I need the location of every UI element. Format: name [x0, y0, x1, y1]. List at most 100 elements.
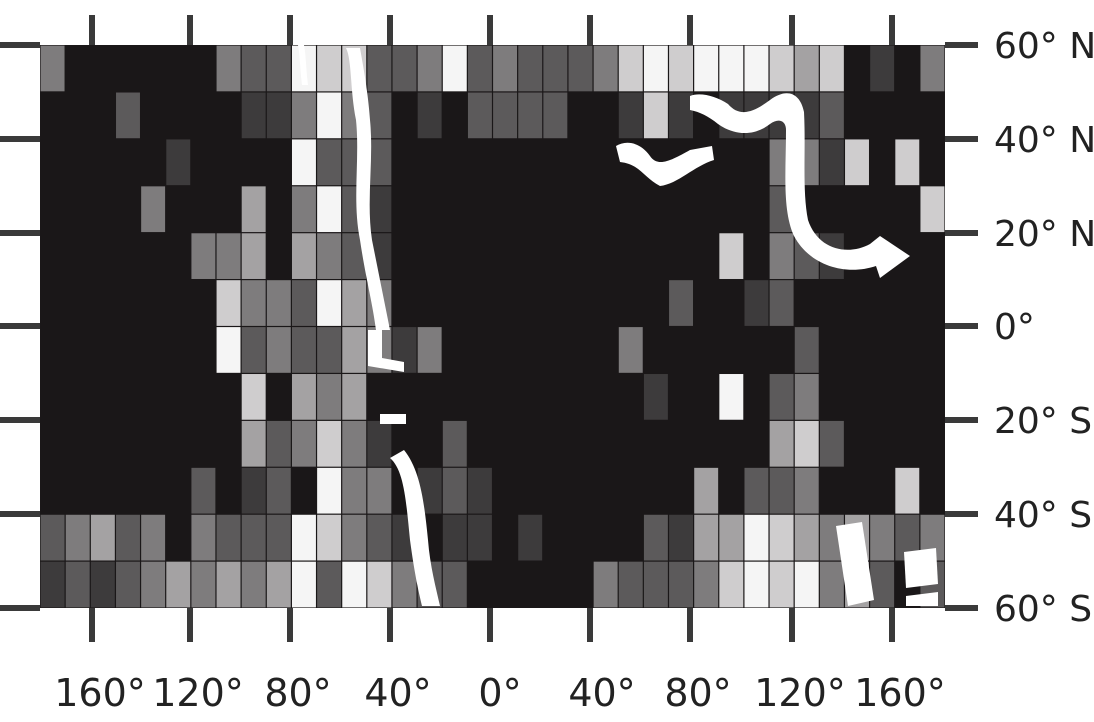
lon-label-3: 40°: [364, 671, 431, 715]
grid-cell: [342, 280, 367, 326]
grid-cell: [116, 561, 140, 608]
grid-cell: [216, 327, 241, 373]
grid-cell: [794, 374, 819, 420]
white-band-6: [616, 142, 714, 186]
grid-cell: [669, 561, 694, 608]
lon-label-8: 160°: [854, 671, 946, 715]
grid-cell: [669, 92, 694, 139]
grid-cell: [669, 514, 694, 561]
grid-cell: [920, 45, 945, 92]
grid-cell: [116, 92, 140, 139]
white-band-7: [690, 93, 910, 278]
grid-cell: [392, 45, 417, 92]
grid-cell: [291, 92, 316, 139]
grid-cell: [467, 467, 492, 514]
grid-cell: [141, 186, 166, 233]
white-band-9: [904, 548, 938, 588]
grid-cell: [870, 45, 895, 92]
grid-cell: [40, 45, 65, 92]
grid-cell: [116, 514, 140, 561]
grid-cell: [216, 233, 241, 279]
grid-cell: [819, 420, 844, 467]
grid-cell: [266, 280, 291, 326]
longitude-labels: 160° 120° 80° 40° 0° 40° 80° 120° 160°: [54, 671, 946, 715]
grid-cell: [794, 45, 819, 92]
grid-cell: [367, 92, 392, 139]
grid-cell: [191, 514, 216, 561]
grid-cell: [719, 514, 744, 561]
grid-cell: [291, 374, 316, 420]
grid-cell: [367, 467, 392, 514]
grid-cell: [794, 467, 819, 514]
grid-cell: [317, 45, 342, 92]
white-band-1: [298, 45, 308, 85]
grid-cell: [643, 561, 668, 608]
grid-cell: [317, 233, 342, 279]
grid-cell: [467, 514, 492, 561]
grid-cell: [845, 139, 869, 186]
grid-cell: [618, 92, 643, 139]
grid-cell: [417, 45, 442, 92]
grid-cell: [266, 467, 291, 514]
grid-cell: [493, 92, 518, 139]
grid-cell: [819, 45, 844, 92]
grid-cell: [744, 561, 769, 608]
grid-cell: [317, 280, 342, 326]
grid-cell: [291, 139, 316, 186]
grid-cell: [442, 420, 467, 467]
grid-cell: [870, 561, 895, 608]
grid-cell: [769, 374, 794, 420]
grid-cell: [367, 186, 392, 233]
grid-cell: [367, 561, 392, 608]
grid-cell: [794, 327, 819, 373]
grid-cell: [317, 420, 342, 467]
grid-cell: [291, 514, 316, 561]
white-band-2: [346, 48, 390, 330]
grid-cell: [342, 420, 367, 467]
lon-label-6: 80°: [664, 671, 731, 715]
grid-cell: [819, 139, 844, 186]
lat-label-1: 40° N: [994, 120, 1094, 161]
grid-cell: [593, 561, 618, 608]
grid-cell: [769, 561, 794, 608]
grid-cell: [317, 139, 342, 186]
grid-cell: [467, 92, 492, 139]
grid-cell: [719, 233, 744, 279]
grid-cell: [342, 327, 367, 373]
lat-label-0: 60° N: [994, 26, 1094, 67]
grid-cell: [769, 45, 794, 92]
grid-cell: [241, 561, 266, 608]
grid-cell: [895, 139, 920, 186]
grid-cell: [291, 280, 316, 326]
grid-cell: [819, 92, 844, 139]
grid-cell: [317, 467, 342, 514]
grid-cell: [241, 327, 266, 373]
lon-label-0: 160°: [54, 671, 146, 715]
grid-cell: [317, 92, 342, 139]
grid-cell: [342, 514, 367, 561]
grid-cells: [40, 45, 945, 608]
grid-cell: [317, 186, 342, 233]
grid-cell: [769, 514, 794, 561]
grid-cell: [317, 374, 342, 420]
grid-cell: [493, 45, 518, 92]
grid-cell: [216, 280, 241, 326]
grid-cell: [669, 45, 694, 92]
lon-label-7: 120°: [754, 671, 846, 715]
grid-cell: [241, 374, 266, 420]
grid-cell: [392, 561, 417, 608]
grid-cell: [266, 45, 291, 92]
grid-cell: [467, 45, 492, 92]
axis-ticks: [0, 15, 978, 642]
grid-cell: [744, 514, 769, 561]
grid-cell: [216, 561, 241, 608]
grid-cell: [191, 561, 216, 608]
lon-label-1: 120°: [152, 671, 244, 715]
lat-label-3: 0°: [994, 307, 1035, 348]
grid-cell: [367, 139, 392, 186]
grid-cell: [241, 280, 266, 326]
grid-cell: [40, 514, 65, 561]
grid-cell: [669, 280, 694, 326]
grid-cell: [241, 514, 266, 561]
grid-cell: [870, 514, 895, 561]
